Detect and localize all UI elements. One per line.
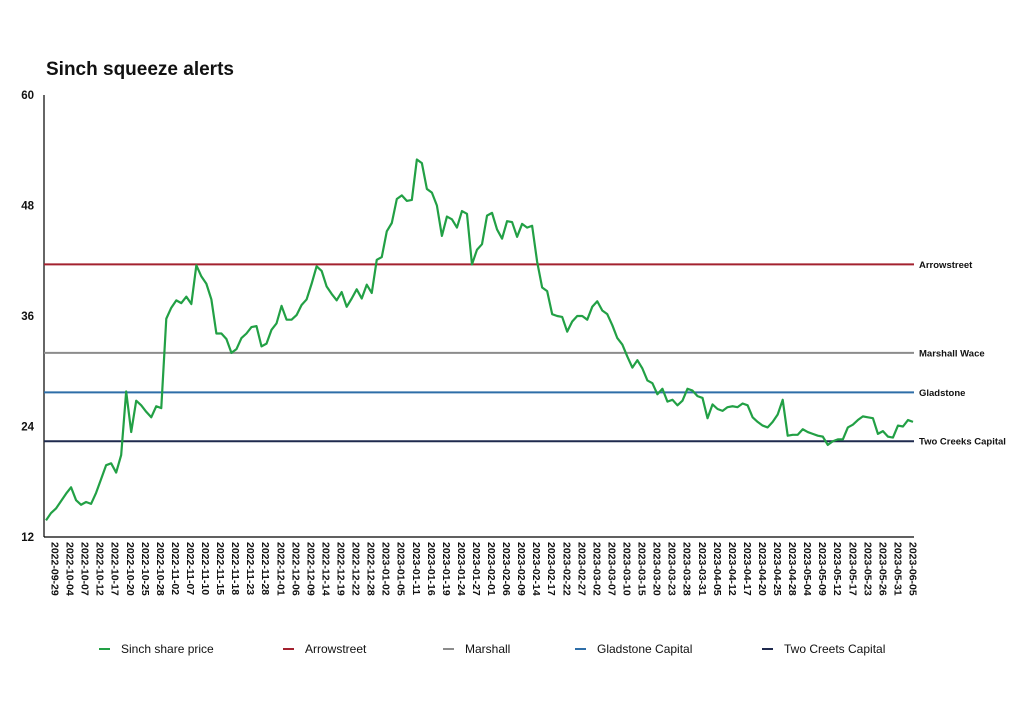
series-line (45, 158, 914, 522)
x-axis: 2022-09-29 2022-10-04 2022-10-07 2022-10-12… (44, 536, 919, 596)
x-tick-label: 2023-04-28 (786, 542, 798, 596)
x-tick-label: 2022-12-01 (274, 542, 286, 596)
x-tick-label: 2023-02-09 (515, 542, 527, 596)
reference-line-label: Marshall Wace (919, 348, 985, 359)
legend-label: Two Creets Capital (784, 642, 885, 656)
x-tick-label: 2023-05-23 (861, 542, 873, 596)
x-tick-label: 2022-11-02 (169, 542, 181, 595)
legend: Sinch share price Arrowstreet Marshall Glad… (99, 642, 885, 656)
x-tick-label: 2023-02-01 (485, 542, 497, 596)
x-tick-label: 2022-11-23 (244, 542, 256, 595)
x-tick-label: 2023-04-05 (711, 542, 723, 596)
y-tick-label: 24 (21, 422, 34, 434)
y-tick-label: 60 (21, 90, 34, 102)
reference-line-label: Arrowstreet (919, 260, 973, 271)
x-tick-label: 2022-11-07 (184, 542, 196, 595)
x-tick-label: 2023-01-11 (410, 542, 422, 595)
x-tick-label: 2023-02-27 (575, 542, 587, 596)
legend-label: Marshall (465, 642, 510, 656)
x-tick-label: 2023-01-02 (380, 542, 392, 596)
legend-label: Gladstone Capital (597, 642, 692, 656)
x-tick-label: 2023-04-20 (756, 542, 768, 596)
x-tick-label: 2022-10-07 (79, 542, 91, 596)
x-tick-label: 2022-12-14 (319, 542, 331, 596)
x-tick-label: 2023-03-23 (666, 542, 678, 596)
x-tick-label: 2022-09-29 (49, 542, 61, 596)
x-tick-label: 2022-10-25 (139, 542, 151, 596)
x-tick-label: 2023-03-20 (651, 542, 663, 596)
x-tick-label: 2023-02-17 (545, 542, 557, 596)
reference-lines: Arrowstreet Marshall Wace Gladstone Two Cre… (44, 260, 1006, 448)
x-tick-label: 2023-02-06 (500, 542, 512, 596)
series-lines (45, 158, 914, 522)
x-tick-label: 2022-10-20 (124, 542, 136, 596)
x-tick-label: 2022-11-18 (229, 542, 241, 595)
legend-label: Arrowstreet (305, 642, 367, 656)
x-tick-label: 2022-12-22 (350, 542, 362, 596)
x-tick-label: 2023-03-15 (636, 542, 648, 596)
x-tick-label: 2023-03-07 (605, 542, 617, 596)
x-tick-label: 2023-01-27 (470, 542, 482, 596)
x-tick-label: 2023-01-19 (440, 542, 452, 596)
x-tick-label: 2022-11-10 (199, 542, 211, 595)
x-tick-label: 2023-05-26 (876, 542, 888, 596)
x-tick-label: 2022-12-28 (365, 542, 377, 596)
x-tick-label: 2023-05-09 (816, 542, 828, 596)
x-tick-label: 2023-04-17 (741, 542, 753, 596)
x-tick-label: 2022-11-28 (259, 542, 271, 595)
x-tick-label: 2023-04-25 (771, 542, 783, 596)
x-tick-label: 2022-10-28 (154, 542, 166, 596)
chart-title: Sinch squeeze alerts (46, 59, 234, 80)
x-tick-label: 2022-10-04 (64, 542, 76, 596)
x-tick-label: 2023-01-24 (455, 542, 467, 596)
legend-label: Sinch share price (121, 642, 214, 656)
x-tick-label: 2023-05-12 (831, 542, 843, 596)
x-tick-label: 2023-01-05 (395, 542, 407, 596)
x-tick-label: 2023-05-17 (846, 542, 858, 596)
x-tick-label: 2023-04-12 (726, 542, 738, 596)
x-tick-label: 2023-02-14 (530, 542, 542, 596)
x-tick-label: 2022-10-17 (109, 542, 121, 596)
x-tick-label: 2023-06-05 (907, 542, 919, 596)
reference-line-label: Gladstone (919, 388, 965, 399)
x-tick-label: 2022-10-12 (94, 542, 106, 596)
x-tick-label: 2023-02-22 (560, 542, 572, 596)
y-tick-label: 48 (21, 201, 34, 213)
x-tick-label: 2023-03-02 (590, 542, 602, 596)
x-tick-label: 2023-05-04 (801, 542, 813, 596)
x-tick-label: 2022-12-09 (304, 542, 316, 596)
y-tick-label: 12 (21, 532, 34, 544)
x-tick-label: 2023-03-31 (696, 542, 708, 596)
x-tick-label: 2023-01-16 (425, 542, 437, 596)
x-tick-label: 2023-03-10 (621, 542, 633, 596)
y-tick-label: 36 (21, 311, 34, 323)
x-tick-label: 2022-11-15 (214, 542, 226, 595)
y-axis: 12 24 36 48 60 (21, 90, 45, 544)
x-tick-label: 2023-03-28 (681, 542, 693, 596)
x-tick-label: 2023-05-31 (891, 542, 903, 596)
x-tick-label: 2022-12-06 (289, 542, 301, 596)
reference-line-label: Two Creeks Capital (919, 437, 1006, 448)
x-tick-label: 2022-12-19 (335, 542, 347, 596)
